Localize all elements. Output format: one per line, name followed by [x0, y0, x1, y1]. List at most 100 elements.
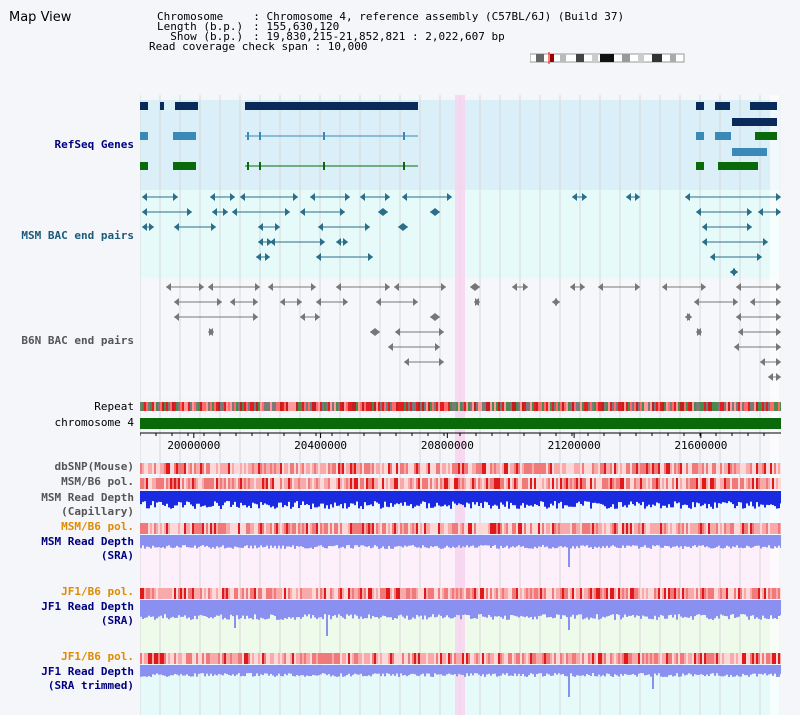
msm-sra-depth-bar	[730, 535, 732, 549]
repeat-segment	[504, 402, 506, 411]
repeat-segment	[764, 402, 766, 411]
jf1-sra-depth-bar	[462, 600, 464, 615]
dbsnp-heat	[220, 463, 222, 474]
track-label-repeat[interactable]: Repeat	[94, 400, 134, 413]
msm-pol-heat-2	[710, 523, 712, 534]
track-label-msm-depth-sra[interactable]: MSM Read Depth (SRA)	[41, 535, 134, 562]
msm-pol-heat-1	[726, 478, 728, 489]
track-label-msm-pol-2[interactable]: MSM/B6 pol.	[61, 520, 134, 533]
jf1-pol-heat-2	[582, 653, 584, 664]
msm-pol-heat-1	[596, 478, 598, 489]
jf1-trim-depth-bar	[334, 665, 336, 677]
jf1-pol-heat-1	[394, 588, 396, 599]
track-panel[interactable]: 20000000 20400000 20800000 21200000 21600000	[140, 95, 781, 715]
repeat-segment	[518, 402, 520, 411]
track-label-jf1-pol-2[interactable]: JF1/B6 pol.	[61, 650, 134, 663]
msm-pol-heat-1	[166, 478, 168, 489]
track-label-b6n-bac[interactable]: B6N BAC end pairs	[21, 334, 134, 347]
msm-pol-heat-1	[396, 478, 398, 489]
repeat-segment	[650, 402, 652, 411]
track-label-msm-pol-1[interactable]: MSM/B6 pol.	[61, 475, 134, 488]
msm-sra-depth-bar	[732, 535, 734, 547]
msm-sra-depth-bar	[190, 535, 192, 548]
msm-sra-depth-bar	[348, 535, 350, 546]
jf1-trim-depth-bar	[320, 665, 322, 675]
repeat-segment	[154, 402, 156, 411]
msm-pol-heat-2	[394, 523, 396, 534]
track-label-msm-depth-cap[interactable]: MSM Read Depth (Capillary)	[41, 491, 134, 518]
jf1-pol-heat-2	[240, 653, 242, 664]
jf1-pol-heat-2	[750, 653, 752, 664]
jf1-sra-depth-bar	[300, 600, 302, 619]
dbsnp-heat	[692, 463, 694, 474]
jf1-pol-heat-1	[596, 588, 598, 599]
jf1-sra-depth-bar	[366, 600, 368, 619]
msm-sra-depth-bar	[312, 535, 314, 549]
jf1-trim-depth-bar	[144, 665, 146, 677]
jf1-pol-heat-1	[546, 588, 548, 599]
track-label-dbsnp[interactable]: dbSNP(Mouse)	[54, 460, 134, 473]
track-label-jf1-depth-sra[interactable]: JF1 Read Depth (SRA)	[41, 600, 134, 627]
track-canvas[interactable]: 20000000 20400000 20800000 21200000 21600000	[140, 95, 781, 715]
msm-pol-heat-2	[166, 523, 168, 534]
jf1-pol-heat-2	[638, 653, 640, 664]
dbsnp-heat	[298, 463, 300, 474]
msm-pol-heat-1	[598, 478, 600, 489]
repeat-segment	[360, 402, 362, 411]
msm-sra-depth-bar	[520, 535, 522, 547]
jf1-trim-depth-bar	[662, 665, 664, 677]
repeat-segment	[200, 402, 202, 411]
dbsnp-heat	[170, 463, 172, 474]
msm-pol-heat-2	[144, 523, 146, 534]
jf1-pol-heat-1	[646, 588, 648, 599]
repeat-segment	[268, 402, 270, 411]
jf1-pol-heat-2	[602, 653, 604, 664]
jf1-trim-depth-bar	[746, 665, 748, 676]
jf1-trim-depth-bar	[280, 665, 282, 677]
jf1-pol-heat-1	[304, 588, 306, 599]
msm-pol-heat-1	[160, 478, 162, 489]
track-label-msm-bac[interactable]: MSM BAC end pairs	[21, 229, 134, 242]
jf1-pol-heat-2	[452, 653, 454, 664]
msm-sra-depth-bar	[330, 535, 332, 547]
msm-cap-depth-bar	[564, 491, 566, 506]
msm-pol-heat-2	[408, 523, 410, 534]
jf1-pol-heat-1	[208, 588, 210, 599]
msm-pol-heat-2	[398, 523, 400, 534]
msm-pol-heat-2	[350, 523, 352, 534]
jf1-sra-depth-bar	[688, 600, 690, 618]
repeat-segment	[170, 402, 172, 411]
track-label-jf1-depth-trim[interactable]: JF1 Read Depth (SRA trimmed)	[41, 665, 134, 692]
repeat-segment	[606, 402, 608, 411]
msm-pol-heat-2	[444, 523, 446, 534]
track-label-chromosome[interactable]: chromosome 4	[54, 416, 134, 429]
b6n-bac-end	[311, 283, 316, 291]
jf1-pol-heat-2	[596, 653, 598, 664]
msm-cap-depth-bar	[388, 491, 390, 508]
msm-sra-depth-bar	[346, 535, 348, 546]
jf1-sra-depth-bar	[742, 600, 744, 615]
jf1-pol-heat-1	[270, 588, 272, 599]
jf1-pol-heat-1	[472, 588, 474, 599]
jf1-sra-depth-bar	[284, 600, 286, 619]
jf1-pol-heat-2	[624, 653, 626, 664]
track-label-jf1-pol-1[interactable]: JF1/B6 pol.	[61, 585, 134, 598]
msm-sra-depth-bar	[472, 535, 474, 546]
msm-pol-heat-1	[334, 478, 336, 489]
jf1-sra-depth-bar	[238, 600, 240, 620]
msm-pol-heat-1	[320, 478, 322, 489]
msm-sra-depth-bar	[180, 535, 182, 548]
jf1-pol-heat-2	[258, 653, 260, 664]
dbsnp-heat	[234, 463, 236, 474]
jf1-trim-depth-bar	[270, 665, 272, 674]
msm-cap-depth-bar	[216, 491, 218, 503]
jf1-sra-depth-bar	[292, 600, 294, 618]
track-label-refseq[interactable]: RefSeq Genes	[54, 138, 134, 151]
msm-pol-heat-1	[746, 478, 748, 489]
jf1-trim-depth-bar	[634, 665, 636, 675]
msm-cap-depth-bar	[212, 491, 214, 506]
msm-sra-depth-bar	[322, 535, 324, 547]
dbsnp-heat	[646, 463, 648, 474]
chromosome-ideogram[interactable]	[530, 52, 688, 64]
dbsnp-heat	[202, 463, 204, 474]
